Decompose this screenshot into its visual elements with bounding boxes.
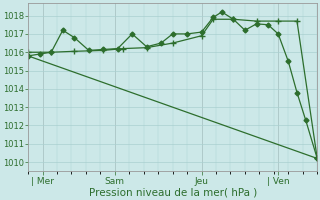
X-axis label: Pression niveau de la mer( hPa ): Pression niveau de la mer( hPa ) — [89, 187, 257, 197]
